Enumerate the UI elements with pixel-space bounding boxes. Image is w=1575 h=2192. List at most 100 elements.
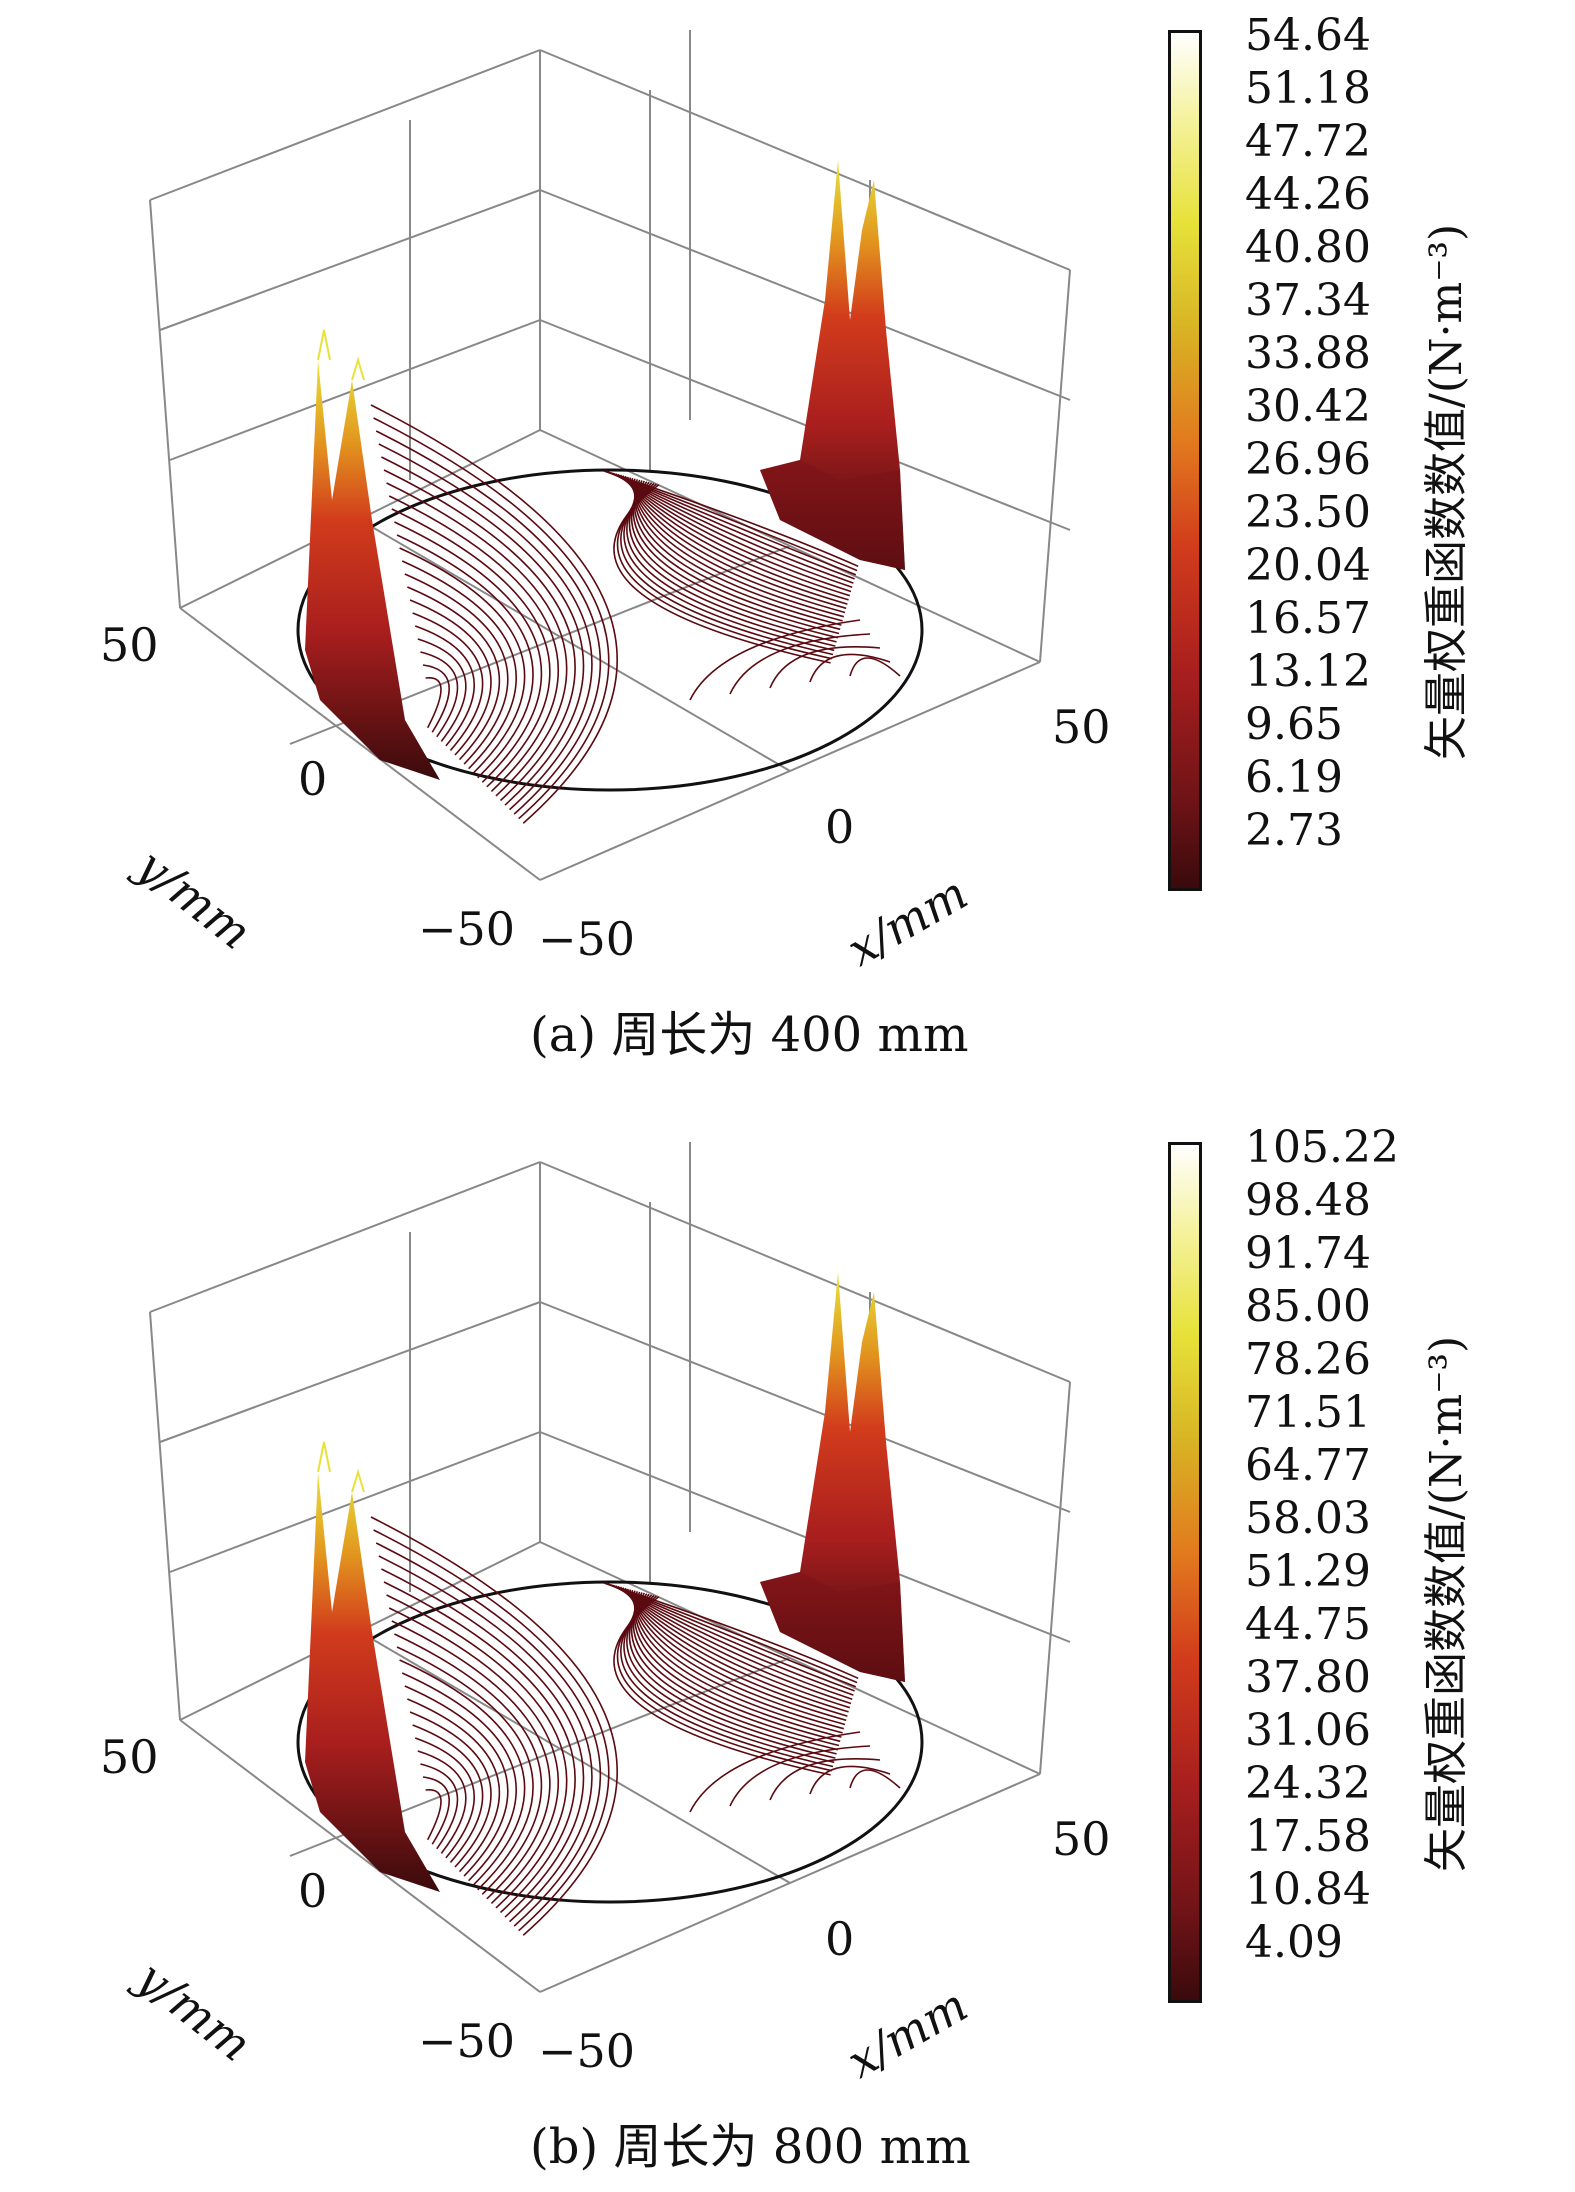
contour-line bbox=[401, 1672, 517, 1882]
contour-line bbox=[394, 521, 543, 783]
y-tick-bottom: −50 bbox=[418, 902, 516, 956]
contour-line bbox=[425, 677, 442, 729]
contour-line bbox=[381, 1568, 585, 1918]
base-ellipse bbox=[296, 1580, 924, 1904]
contour-line bbox=[370, 1516, 618, 1936]
colorbar-tick-label: 58.03 bbox=[1245, 1493, 1371, 1544]
contour-line bbox=[383, 469, 576, 802]
contour-line bbox=[769, 1758, 881, 1801]
chart-panel-b: 50 0 −50 −50 0 50 y/mm x/mm 105.22 98.48 9… bbox=[0, 1112, 1575, 2192]
colorbar-tick-label: 33.88 bbox=[1245, 328, 1371, 379]
right-peak-base bbox=[760, 1572, 905, 1682]
grid-line bbox=[149, 49, 541, 201]
contour-line bbox=[613, 484, 831, 664]
contour-line bbox=[689, 1731, 861, 1813]
caption-a: (a) 周长为 400 mm bbox=[530, 1007, 969, 1063]
contour-line bbox=[399, 547, 526, 774]
contour-line bbox=[394, 1633, 543, 1895]
contour-line bbox=[401, 560, 517, 770]
chart-panel-a: 50 0 −50 −50 0 50 y/mm x/mm 54.64 51.18 47… bbox=[0, 0, 1575, 1080]
colorbar-tick-label: 47.72 bbox=[1245, 116, 1371, 167]
y-tick-bottom: −50 bbox=[418, 2014, 516, 2068]
contour-line bbox=[603, 1582, 859, 1680]
grid-line bbox=[1039, 1381, 1071, 1775]
contour-line bbox=[386, 482, 568, 797]
contour-line bbox=[605, 1582, 858, 1684]
colorbar-tick-label: 105.22 bbox=[1245, 1122, 1399, 1173]
colorbar-tick-label: 54.64 bbox=[1245, 10, 1371, 61]
contour-line bbox=[417, 638, 467, 742]
contour-line bbox=[414, 1737, 475, 1859]
contour-line bbox=[809, 1765, 891, 1795]
colorbar-title-b: 矢量权重函数数值/(N·m⁻³) bbox=[1421, 1335, 1472, 1872]
grid-line bbox=[539, 319, 1071, 531]
contour-line bbox=[378, 1555, 593, 1923]
y-tick-mid: 0 bbox=[298, 1864, 328, 1918]
contour-line bbox=[407, 586, 501, 761]
x-tick-right: 50 bbox=[1052, 700, 1111, 754]
colorbar-tick-label: 98.48 bbox=[1245, 1175, 1371, 1226]
colorbar-b bbox=[1168, 1142, 1202, 2003]
grid-line bbox=[539, 1301, 1071, 1513]
contour-line bbox=[420, 1763, 459, 1850]
x-tick-left: −50 bbox=[538, 2024, 636, 2078]
contour-line bbox=[613, 1596, 831, 1776]
colorbar-tick-label: 78.26 bbox=[1245, 1334, 1371, 1385]
contour-line bbox=[425, 1789, 442, 1841]
x-tick-mid: 0 bbox=[825, 800, 855, 854]
contour-line bbox=[412, 1724, 484, 1863]
colorbar-tick-label: 40.80 bbox=[1245, 222, 1371, 273]
grid-line bbox=[359, 519, 791, 772]
grid-line bbox=[1039, 269, 1071, 663]
colorbar-tick-label: 64.77 bbox=[1245, 1440, 1371, 1491]
contour-line bbox=[849, 657, 901, 677]
y-tick-mid: 0 bbox=[298, 752, 328, 806]
colorbar-tick-label: 2.73 bbox=[1245, 805, 1343, 856]
contour-line bbox=[409, 1711, 492, 1868]
contour-line bbox=[769, 646, 881, 689]
contour-line bbox=[603, 470, 859, 568]
colorbar-tick-label: 37.34 bbox=[1245, 275, 1371, 326]
contour-line bbox=[414, 625, 475, 747]
contour-line bbox=[375, 430, 601, 815]
contour-line bbox=[386, 1594, 568, 1909]
grid-line bbox=[539, 49, 1071, 271]
colorbar-tick-label: 44.75 bbox=[1245, 1599, 1371, 1650]
contour-line bbox=[396, 534, 534, 779]
colorbar-tick-label: 4.09 bbox=[1245, 1917, 1343, 1968]
contour-line bbox=[422, 1776, 450, 1845]
right-peak-base bbox=[760, 460, 905, 570]
colorbar-tick-label: 30.42 bbox=[1245, 381, 1371, 432]
contour-line bbox=[407, 1698, 501, 1873]
left-peak-tips bbox=[317, 1441, 365, 1493]
contour-line bbox=[409, 599, 492, 756]
contour-line bbox=[396, 1646, 534, 1891]
contour-line bbox=[370, 404, 618, 824]
contour-line bbox=[422, 664, 450, 733]
colorbar-tick-label: 9.65 bbox=[1245, 699, 1343, 750]
contour-line bbox=[373, 1529, 610, 1932]
left-peak bbox=[305, 1472, 440, 1892]
contour-line bbox=[417, 1750, 467, 1854]
surface-plot-b bbox=[149, 1142, 1071, 1993]
colorbar-tick-label: 71.51 bbox=[1245, 1387, 1371, 1438]
contour-line bbox=[412, 612, 484, 751]
y-tick-top: 50 bbox=[100, 1730, 159, 1784]
grid-line bbox=[539, 1161, 1071, 1383]
colorbar-title-a: 矢量权重函数数值/(N·m⁻³) bbox=[1421, 223, 1472, 760]
colorbar-tick-label: 37.80 bbox=[1245, 1652, 1371, 1703]
colorbar-tick-label: 51.29 bbox=[1245, 1546, 1371, 1597]
colorbar-tick-label: 44.26 bbox=[1245, 169, 1371, 220]
colorbar-a bbox=[1168, 30, 1202, 891]
colorbar-tick-label: 31.06 bbox=[1245, 1705, 1371, 1756]
contour-line bbox=[420, 651, 459, 738]
colorbar-tick-label: 16.57 bbox=[1245, 593, 1371, 644]
left-peak-tips bbox=[317, 329, 365, 381]
grid-line bbox=[149, 1311, 181, 1721]
grid-line bbox=[159, 1301, 541, 1443]
contour-line bbox=[388, 495, 559, 792]
base-ellipse bbox=[296, 468, 924, 792]
colorbar-tick-label: 91.74 bbox=[1245, 1228, 1371, 1279]
contour-line bbox=[729, 1745, 871, 1807]
contour-line bbox=[729, 633, 871, 695]
